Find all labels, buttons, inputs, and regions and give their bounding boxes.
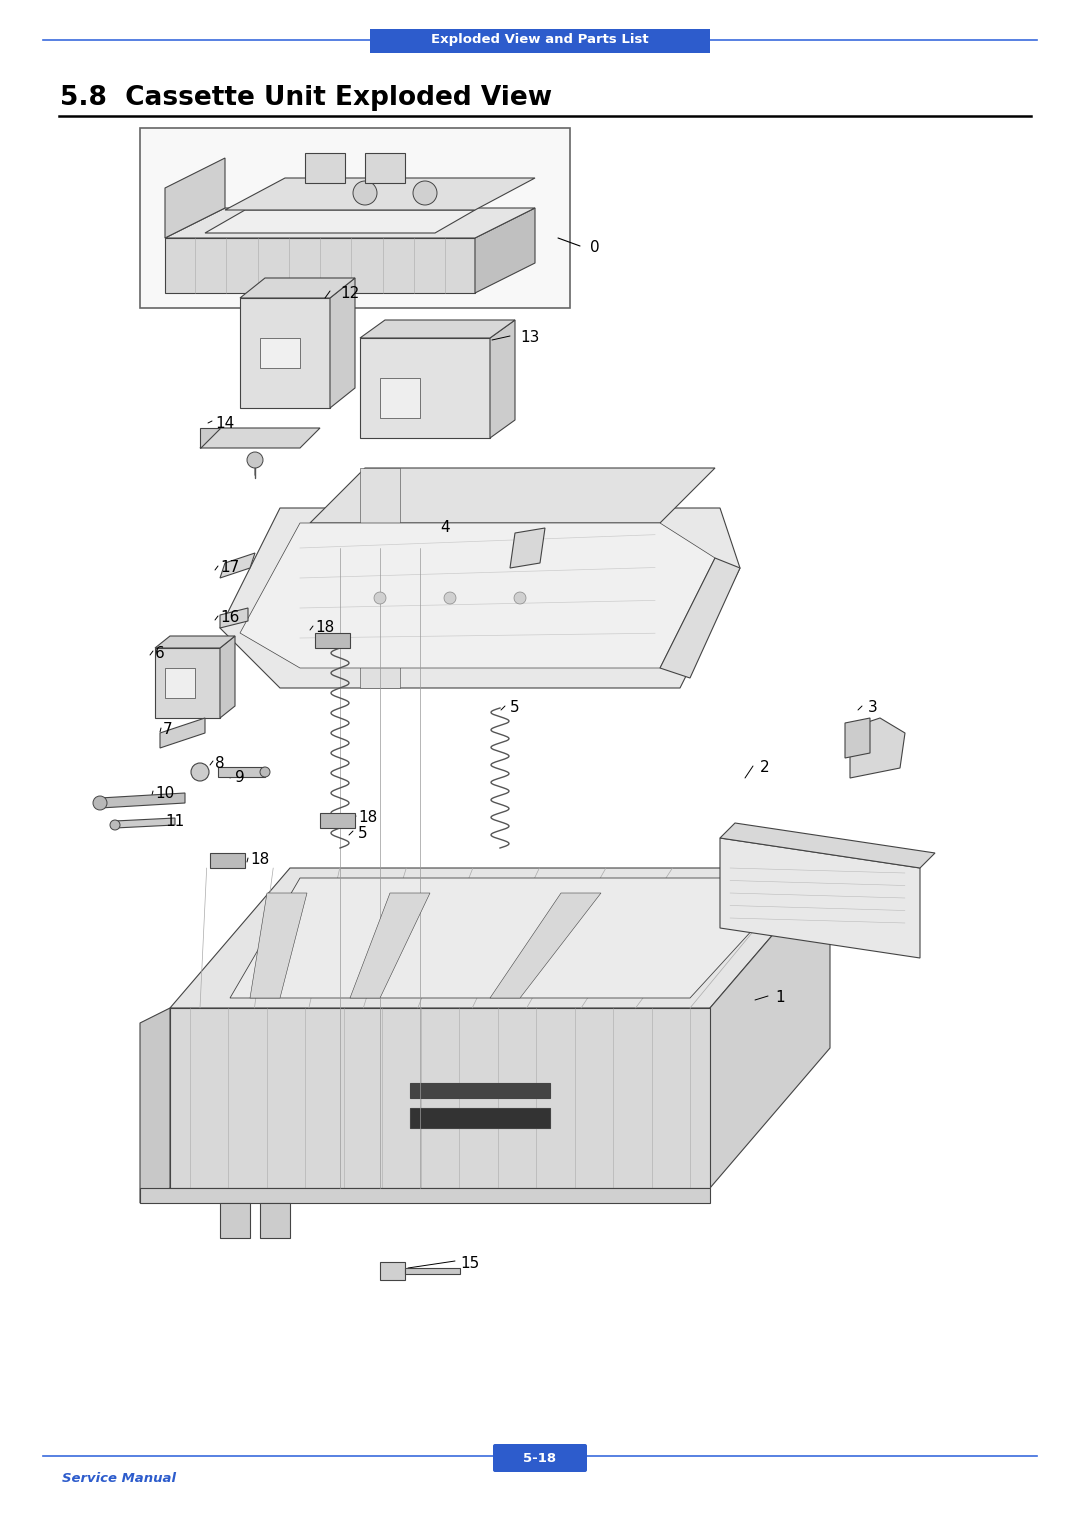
Text: 11: 11 <box>165 813 185 828</box>
Polygon shape <box>156 636 235 648</box>
Polygon shape <box>165 238 475 293</box>
Text: 9: 9 <box>235 770 245 785</box>
Text: 5: 5 <box>357 825 367 840</box>
Text: 15: 15 <box>460 1256 480 1270</box>
Polygon shape <box>260 338 300 368</box>
Text: 10: 10 <box>156 785 174 801</box>
Polygon shape <box>200 428 220 448</box>
Text: 6: 6 <box>156 645 165 660</box>
Polygon shape <box>410 1083 550 1099</box>
Polygon shape <box>720 837 920 958</box>
Polygon shape <box>220 507 740 688</box>
Polygon shape <box>380 377 420 419</box>
Circle shape <box>444 591 456 604</box>
Polygon shape <box>320 813 355 828</box>
Polygon shape <box>220 608 248 628</box>
Polygon shape <box>360 338 490 439</box>
Polygon shape <box>350 892 430 998</box>
Polygon shape <box>490 319 515 439</box>
Polygon shape <box>360 319 515 338</box>
Text: 2: 2 <box>760 761 770 776</box>
Text: 18: 18 <box>249 853 269 868</box>
Polygon shape <box>165 208 535 238</box>
Polygon shape <box>360 468 400 688</box>
Polygon shape <box>218 767 265 778</box>
Text: 16: 16 <box>220 611 240 625</box>
Text: 18: 18 <box>315 620 334 636</box>
Polygon shape <box>845 718 870 758</box>
Text: 18: 18 <box>357 810 377 825</box>
Text: 3: 3 <box>868 700 878 715</box>
Polygon shape <box>240 298 330 408</box>
Polygon shape <box>220 636 235 718</box>
Polygon shape <box>160 718 205 749</box>
Text: Service Manual: Service Manual <box>62 1471 176 1485</box>
Polygon shape <box>140 1008 170 1203</box>
Circle shape <box>110 821 120 830</box>
Polygon shape <box>249 892 307 998</box>
Polygon shape <box>510 529 545 568</box>
Polygon shape <box>405 1268 460 1274</box>
Polygon shape <box>114 817 175 828</box>
Circle shape <box>413 180 437 205</box>
Circle shape <box>191 762 210 781</box>
Polygon shape <box>230 879 800 998</box>
Circle shape <box>353 180 377 205</box>
Polygon shape <box>260 1203 291 1238</box>
Polygon shape <box>365 153 405 183</box>
Polygon shape <box>710 868 831 1187</box>
Text: 5.8  Cassette Unit Exploded View: 5.8 Cassette Unit Exploded View <box>60 86 552 112</box>
Text: 5: 5 <box>510 700 519 715</box>
Polygon shape <box>140 1187 710 1203</box>
Polygon shape <box>165 668 195 698</box>
Bar <box>140 128 570 309</box>
Text: Exploded View and Parts List: Exploded View and Parts List <box>431 34 649 46</box>
Circle shape <box>514 591 526 604</box>
Circle shape <box>93 796 107 810</box>
Text: 13: 13 <box>519 330 539 345</box>
Polygon shape <box>850 718 905 778</box>
Polygon shape <box>205 209 475 232</box>
Text: 1: 1 <box>775 990 785 1005</box>
Polygon shape <box>475 208 535 293</box>
Text: 12: 12 <box>340 286 360 301</box>
Polygon shape <box>720 824 935 868</box>
Polygon shape <box>660 558 740 678</box>
Polygon shape <box>165 157 225 238</box>
Polygon shape <box>305 153 345 183</box>
Polygon shape <box>380 1262 405 1280</box>
Text: 4: 4 <box>440 521 449 535</box>
Circle shape <box>247 452 264 468</box>
Text: 14: 14 <box>215 416 234 431</box>
Circle shape <box>374 591 386 604</box>
Polygon shape <box>315 633 350 648</box>
Polygon shape <box>240 278 355 298</box>
Text: 8: 8 <box>215 755 225 770</box>
Polygon shape <box>490 892 600 998</box>
Polygon shape <box>170 1008 710 1187</box>
Text: 17: 17 <box>220 561 240 576</box>
Polygon shape <box>100 793 185 808</box>
Text: 5-18: 5-18 <box>524 1452 556 1464</box>
FancyBboxPatch shape <box>492 1444 588 1471</box>
Polygon shape <box>156 648 220 718</box>
Polygon shape <box>430 549 555 597</box>
Polygon shape <box>330 278 355 408</box>
Polygon shape <box>210 853 245 868</box>
Circle shape <box>260 767 270 778</box>
Polygon shape <box>410 1108 550 1128</box>
Polygon shape <box>200 428 320 448</box>
Polygon shape <box>220 1203 249 1238</box>
Polygon shape <box>220 553 255 578</box>
Polygon shape <box>170 868 831 1008</box>
Polygon shape <box>225 177 535 209</box>
Bar <box>370 29 710 53</box>
Text: 0: 0 <box>590 240 599 255</box>
Polygon shape <box>240 523 715 668</box>
Polygon shape <box>310 468 715 523</box>
Text: 7: 7 <box>163 723 173 738</box>
